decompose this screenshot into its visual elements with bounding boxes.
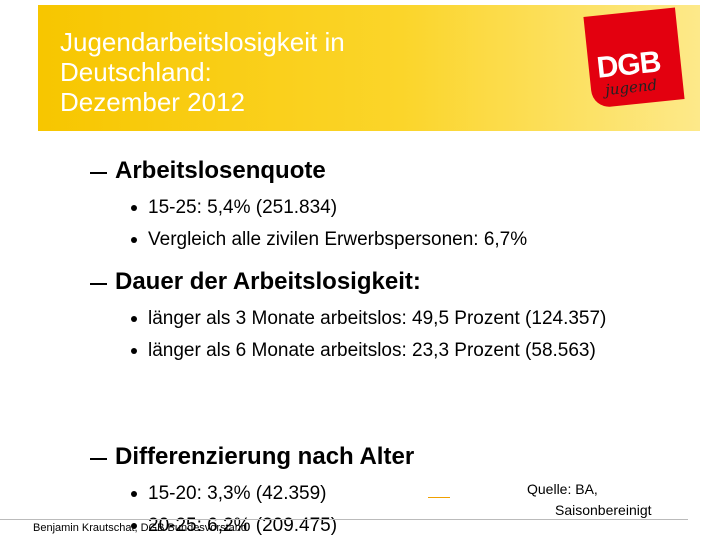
source: Saisonbereinigt: [555, 502, 652, 518]
title-line: Dezember 2012: [60, 87, 245, 117]
logo: DGB jugend: [583, 7, 685, 109]
accent-rule: [428, 497, 450, 498]
section-heading: Dauer der Arbeitslosigkeit:: [115, 268, 421, 295]
heading-dash: [90, 458, 107, 460]
title-line: Deutschland:: [60, 57, 212, 87]
bullet-dot: [131, 237, 137, 243]
footer-rule: [0, 519, 688, 520]
bullet-dot: [131, 491, 137, 497]
source: Quelle: BA,: [527, 481, 598, 497]
bullet-dot: [131, 316, 137, 322]
bullet-text: länger als 3 Monate arbeitslos: 49,5 Pro…: [148, 308, 607, 329]
heading-dash: [90, 283, 107, 285]
footer: Benjamin Krautschat, DGB Bundesvorstand: [33, 522, 248, 534]
bullet-dot: [131, 523, 137, 529]
bullet-text: 15-25: 5,4% (251.834): [148, 197, 338, 218]
title-line: Jugendarbeitslosigkeit in: [60, 27, 345, 57]
bullet-text: 20-25: 6,2% (209.475): [148, 515, 338, 536]
bullet-dot: [131, 348, 137, 354]
bullet-text: länger als 6 Monate arbeitslos: 23,3 Pro…: [148, 340, 596, 361]
bullet-text: Vergleich alle zivilen Erwerbspersonen: …: [148, 229, 528, 250]
heading-dash: [90, 172, 107, 174]
section-heading: Differenzierung nach Alter: [115, 443, 415, 470]
bullet-dot: [131, 205, 137, 211]
section-heading: Arbeitslosenquote: [115, 157, 326, 184]
bullet-text: 15-20: 3,3% (42.359): [148, 483, 327, 504]
